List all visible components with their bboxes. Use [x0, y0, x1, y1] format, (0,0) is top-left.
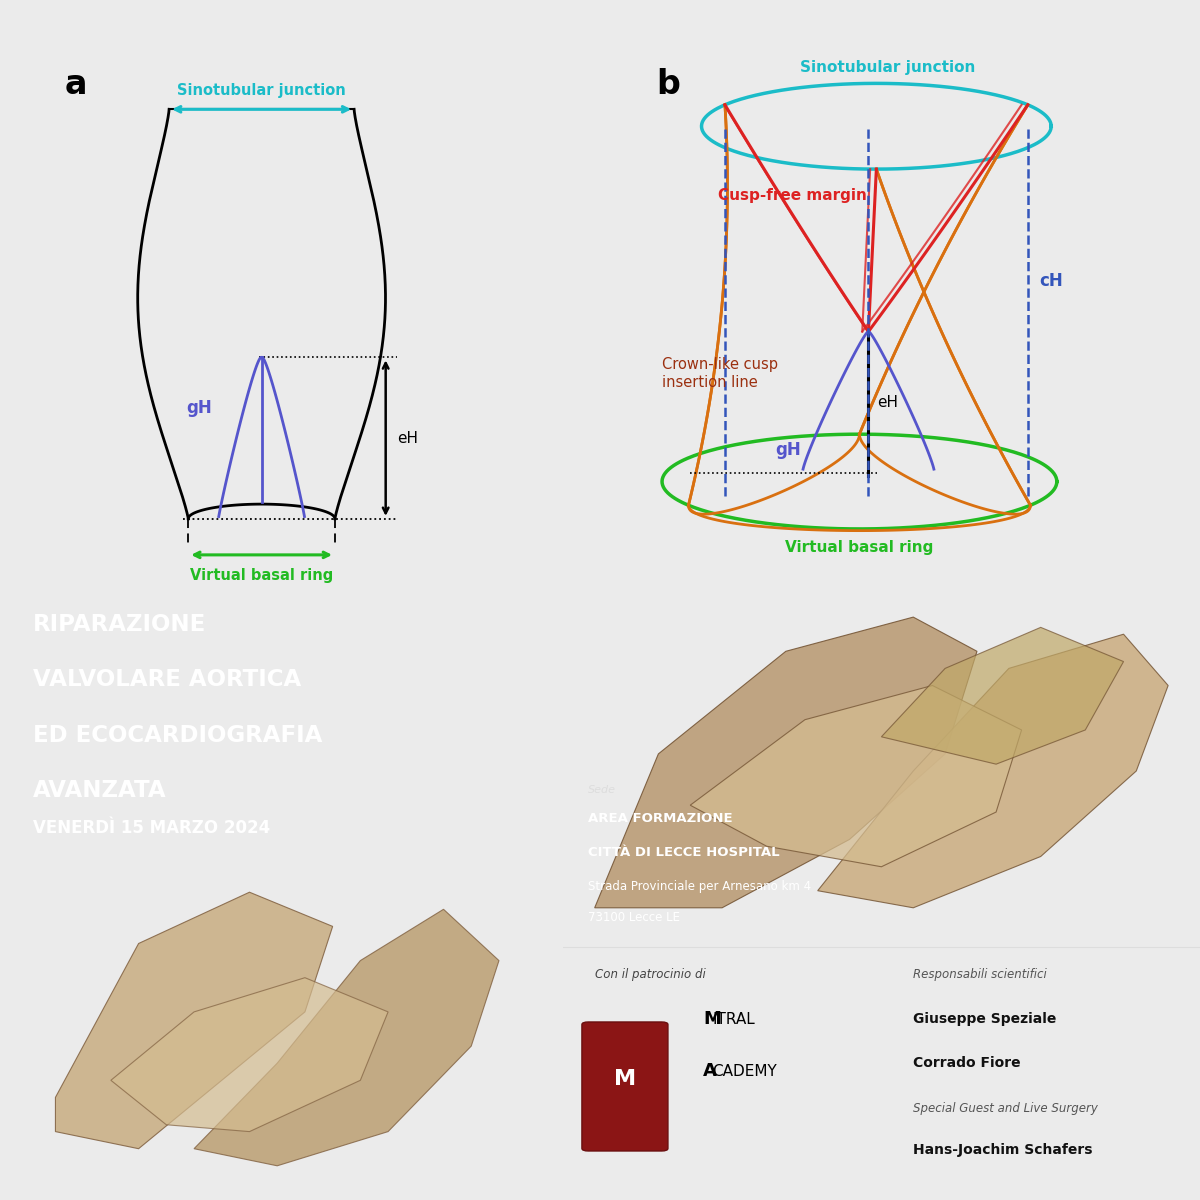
Text: VALVOLARE AORTICA: VALVOLARE AORTICA: [34, 668, 301, 691]
Polygon shape: [55, 893, 332, 1148]
Polygon shape: [110, 978, 388, 1132]
Text: Crown-like cusp
insertion line: Crown-like cusp insertion line: [662, 358, 778, 390]
Polygon shape: [817, 634, 1168, 907]
Polygon shape: [881, 628, 1123, 764]
Text: Sinotubular junction: Sinotubular junction: [178, 83, 346, 98]
Polygon shape: [194, 910, 499, 1166]
Text: gH: gH: [775, 440, 800, 458]
Text: gH: gH: [187, 400, 212, 418]
Text: Cusp-free margin: Cusp-free margin: [719, 188, 868, 203]
Polygon shape: [595, 617, 977, 907]
Text: Strada Provinciale per Arnesano km 4: Strada Provinciale per Arnesano km 4: [588, 881, 811, 894]
FancyBboxPatch shape: [582, 1022, 668, 1151]
Text: b: b: [656, 67, 680, 101]
Text: Responsabili scientifici: Responsabili scientifici: [913, 967, 1048, 980]
Text: a: a: [65, 67, 86, 101]
Text: Sede: Sede: [588, 785, 617, 794]
Text: VENERDÌ 15 MARZO 2024: VENERDÌ 15 MARZO 2024: [34, 820, 270, 838]
Text: 73100 Lecce LE: 73100 Lecce LE: [588, 911, 680, 924]
Text: RIPARAZIONE: RIPARAZIONE: [34, 613, 206, 636]
Text: A: A: [703, 1062, 716, 1080]
Text: ITRAL: ITRAL: [713, 1012, 755, 1027]
Text: cH: cH: [1039, 272, 1063, 290]
Text: CITTÀ DI LECCE HOSPITAL: CITTÀ DI LECCE HOSPITAL: [588, 846, 780, 859]
Text: Corrado Fiore: Corrado Fiore: [913, 1056, 1021, 1069]
Text: Virtual basal ring: Virtual basal ring: [190, 569, 334, 583]
Text: Sinotubular junction: Sinotubular junction: [800, 60, 976, 76]
Text: Con il patrocinio di: Con il patrocinio di: [595, 967, 706, 980]
Text: eH: eH: [877, 395, 899, 409]
Text: Hans-Joachim Schafers: Hans-Joachim Schafers: [913, 1144, 1093, 1157]
Text: ED ECOCARDIOGRAFIA: ED ECOCARDIOGRAFIA: [34, 724, 323, 746]
Text: AVANZATA: AVANZATA: [34, 779, 167, 803]
Polygon shape: [690, 685, 1021, 866]
Text: CADEMY: CADEMY: [713, 1063, 778, 1079]
Text: eH: eH: [397, 431, 418, 445]
Text: M: M: [703, 1010, 721, 1028]
Text: AREA FORMAZIONE: AREA FORMAZIONE: [588, 812, 733, 826]
Text: Special Guest and Live Surgery: Special Guest and Live Surgery: [913, 1102, 1098, 1115]
Text: Giuseppe Speziale: Giuseppe Speziale: [913, 1012, 1057, 1026]
Text: Virtual basal ring: Virtual basal ring: [785, 540, 934, 556]
Text: M: M: [613, 1069, 636, 1088]
